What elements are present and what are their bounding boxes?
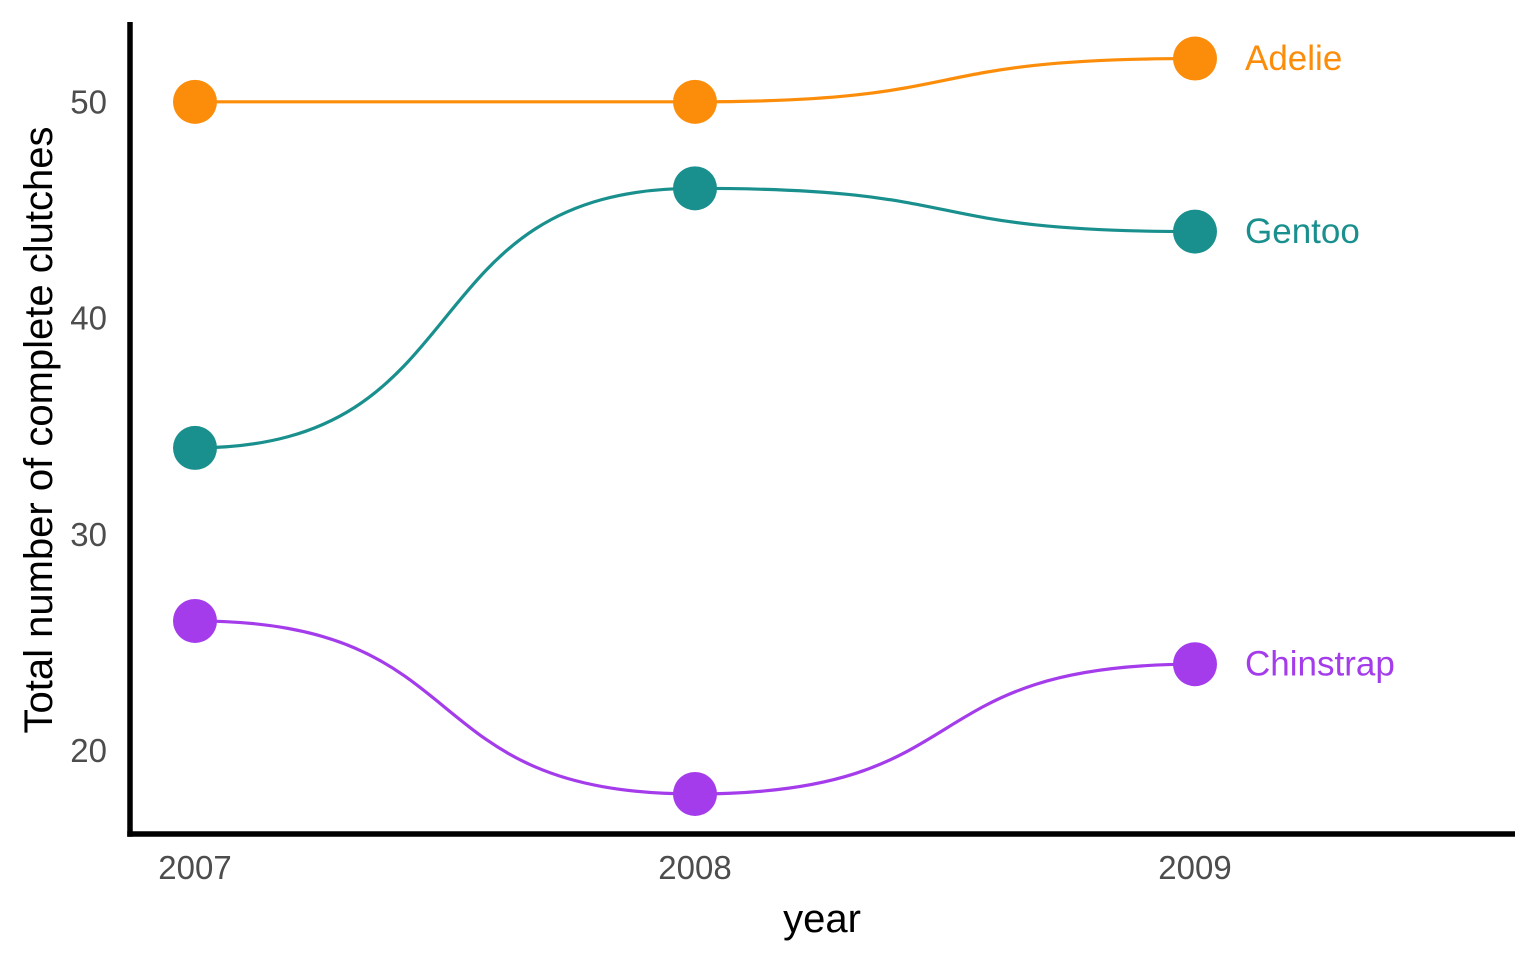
series-line-gentoo bbox=[194, 186, 1196, 450]
y-tick-label-20: 20 bbox=[70, 732, 107, 769]
data-point-adelie-2008 bbox=[673, 79, 717, 124]
series-label-adelie: Adelie bbox=[1245, 39, 1342, 78]
data-point-gentoo-2008 bbox=[673, 166, 717, 211]
data-point-chinstrap-2007 bbox=[173, 598, 217, 643]
series-line-adelie bbox=[195, 56, 1196, 104]
series-label-chinstrap: Chinstrap bbox=[1245, 645, 1395, 684]
data-point-adelie-2007 bbox=[173, 79, 217, 124]
series-chinstrap bbox=[173, 598, 1217, 816]
y-tick-label-40: 40 bbox=[70, 300, 107, 337]
series-labels-layer: Adelie Gentoo Chinstrap bbox=[1245, 39, 1395, 684]
series-layer bbox=[173, 36, 1217, 816]
x-tick-label-2008: 2008 bbox=[658, 849, 731, 886]
data-point-gentoo-2009 bbox=[1173, 209, 1217, 254]
data-point-adelie-2009 bbox=[1173, 36, 1217, 81]
x-tick-label-2007: 2007 bbox=[158, 849, 231, 886]
y-axis-title: Total number of complete clutches bbox=[17, 127, 61, 734]
y-tick-label-30: 30 bbox=[70, 516, 107, 553]
data-point-chinstrap-2009 bbox=[1173, 642, 1217, 687]
series-label-gentoo: Gentoo bbox=[1245, 212, 1360, 251]
data-point-chinstrap-2008 bbox=[673, 771, 717, 816]
x-axis-title: year bbox=[783, 897, 861, 941]
data-point-gentoo-2007 bbox=[173, 425, 217, 470]
series-line-chinstrap bbox=[194, 619, 1196, 796]
x-tick-label-2009: 2009 bbox=[1158, 849, 1231, 886]
tick-labels-layer: 20 30 40 50 2007 2008 2009 bbox=[70, 83, 1231, 886]
axes-layer bbox=[127, 22, 1515, 837]
series-gentoo bbox=[173, 166, 1217, 470]
series-adelie bbox=[173, 36, 1217, 124]
y-tick-label-50: 50 bbox=[70, 83, 107, 120]
